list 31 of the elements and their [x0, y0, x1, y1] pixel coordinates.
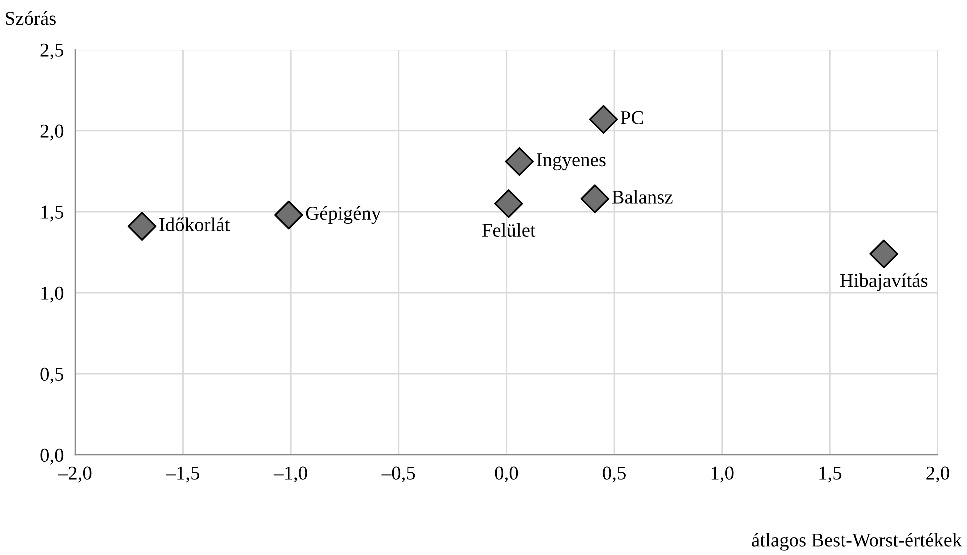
annotation: PC	[620, 111, 644, 125]
point	[128, 212, 157, 241]
x-tick-label: –1,5	[166, 466, 200, 483]
point	[494, 190, 524, 218]
x-tick-label: 0,0	[495, 466, 518, 483]
y-tick-label: 1,0	[42, 286, 64, 303]
x-axis-title: átlagos Best-Worst-értékek	[752, 533, 962, 551]
y-tick-label: 1,5	[42, 206, 64, 222]
annotation: Gépigény	[306, 206, 382, 224]
point	[580, 184, 610, 214]
y-axis-title: Szórás	[6, 11, 56, 26]
y-tick-label: 2,0	[40, 124, 64, 141]
x-tick-label: –0,5	[382, 466, 416, 483]
y-tick-label: 2,5	[40, 44, 64, 60]
annotation: Időkorlát	[160, 218, 230, 232]
annotation: Balansz	[612, 190, 673, 204]
x-tick-label: 0,5	[603, 466, 626, 483]
annotation: Hibajavítás	[840, 274, 928, 292]
x-tick-label: –1,0	[274, 466, 308, 483]
point	[505, 147, 534, 176]
y-tick-label: 0,0	[40, 448, 64, 465]
y-tick-label: 0,5	[40, 368, 64, 384]
annotation: Felület	[482, 223, 536, 238]
point	[870, 240, 898, 269]
x-tick-label: 1,5	[820, 466, 842, 483]
x-tick-label: 1,0	[712, 466, 734, 483]
point	[589, 105, 618, 134]
point	[274, 200, 304, 230]
x-tick-label: –2,0	[58, 466, 92, 483]
x-tick-label: 2,0	[926, 466, 950, 483]
annotation: Ingyenes	[537, 154, 606, 171]
